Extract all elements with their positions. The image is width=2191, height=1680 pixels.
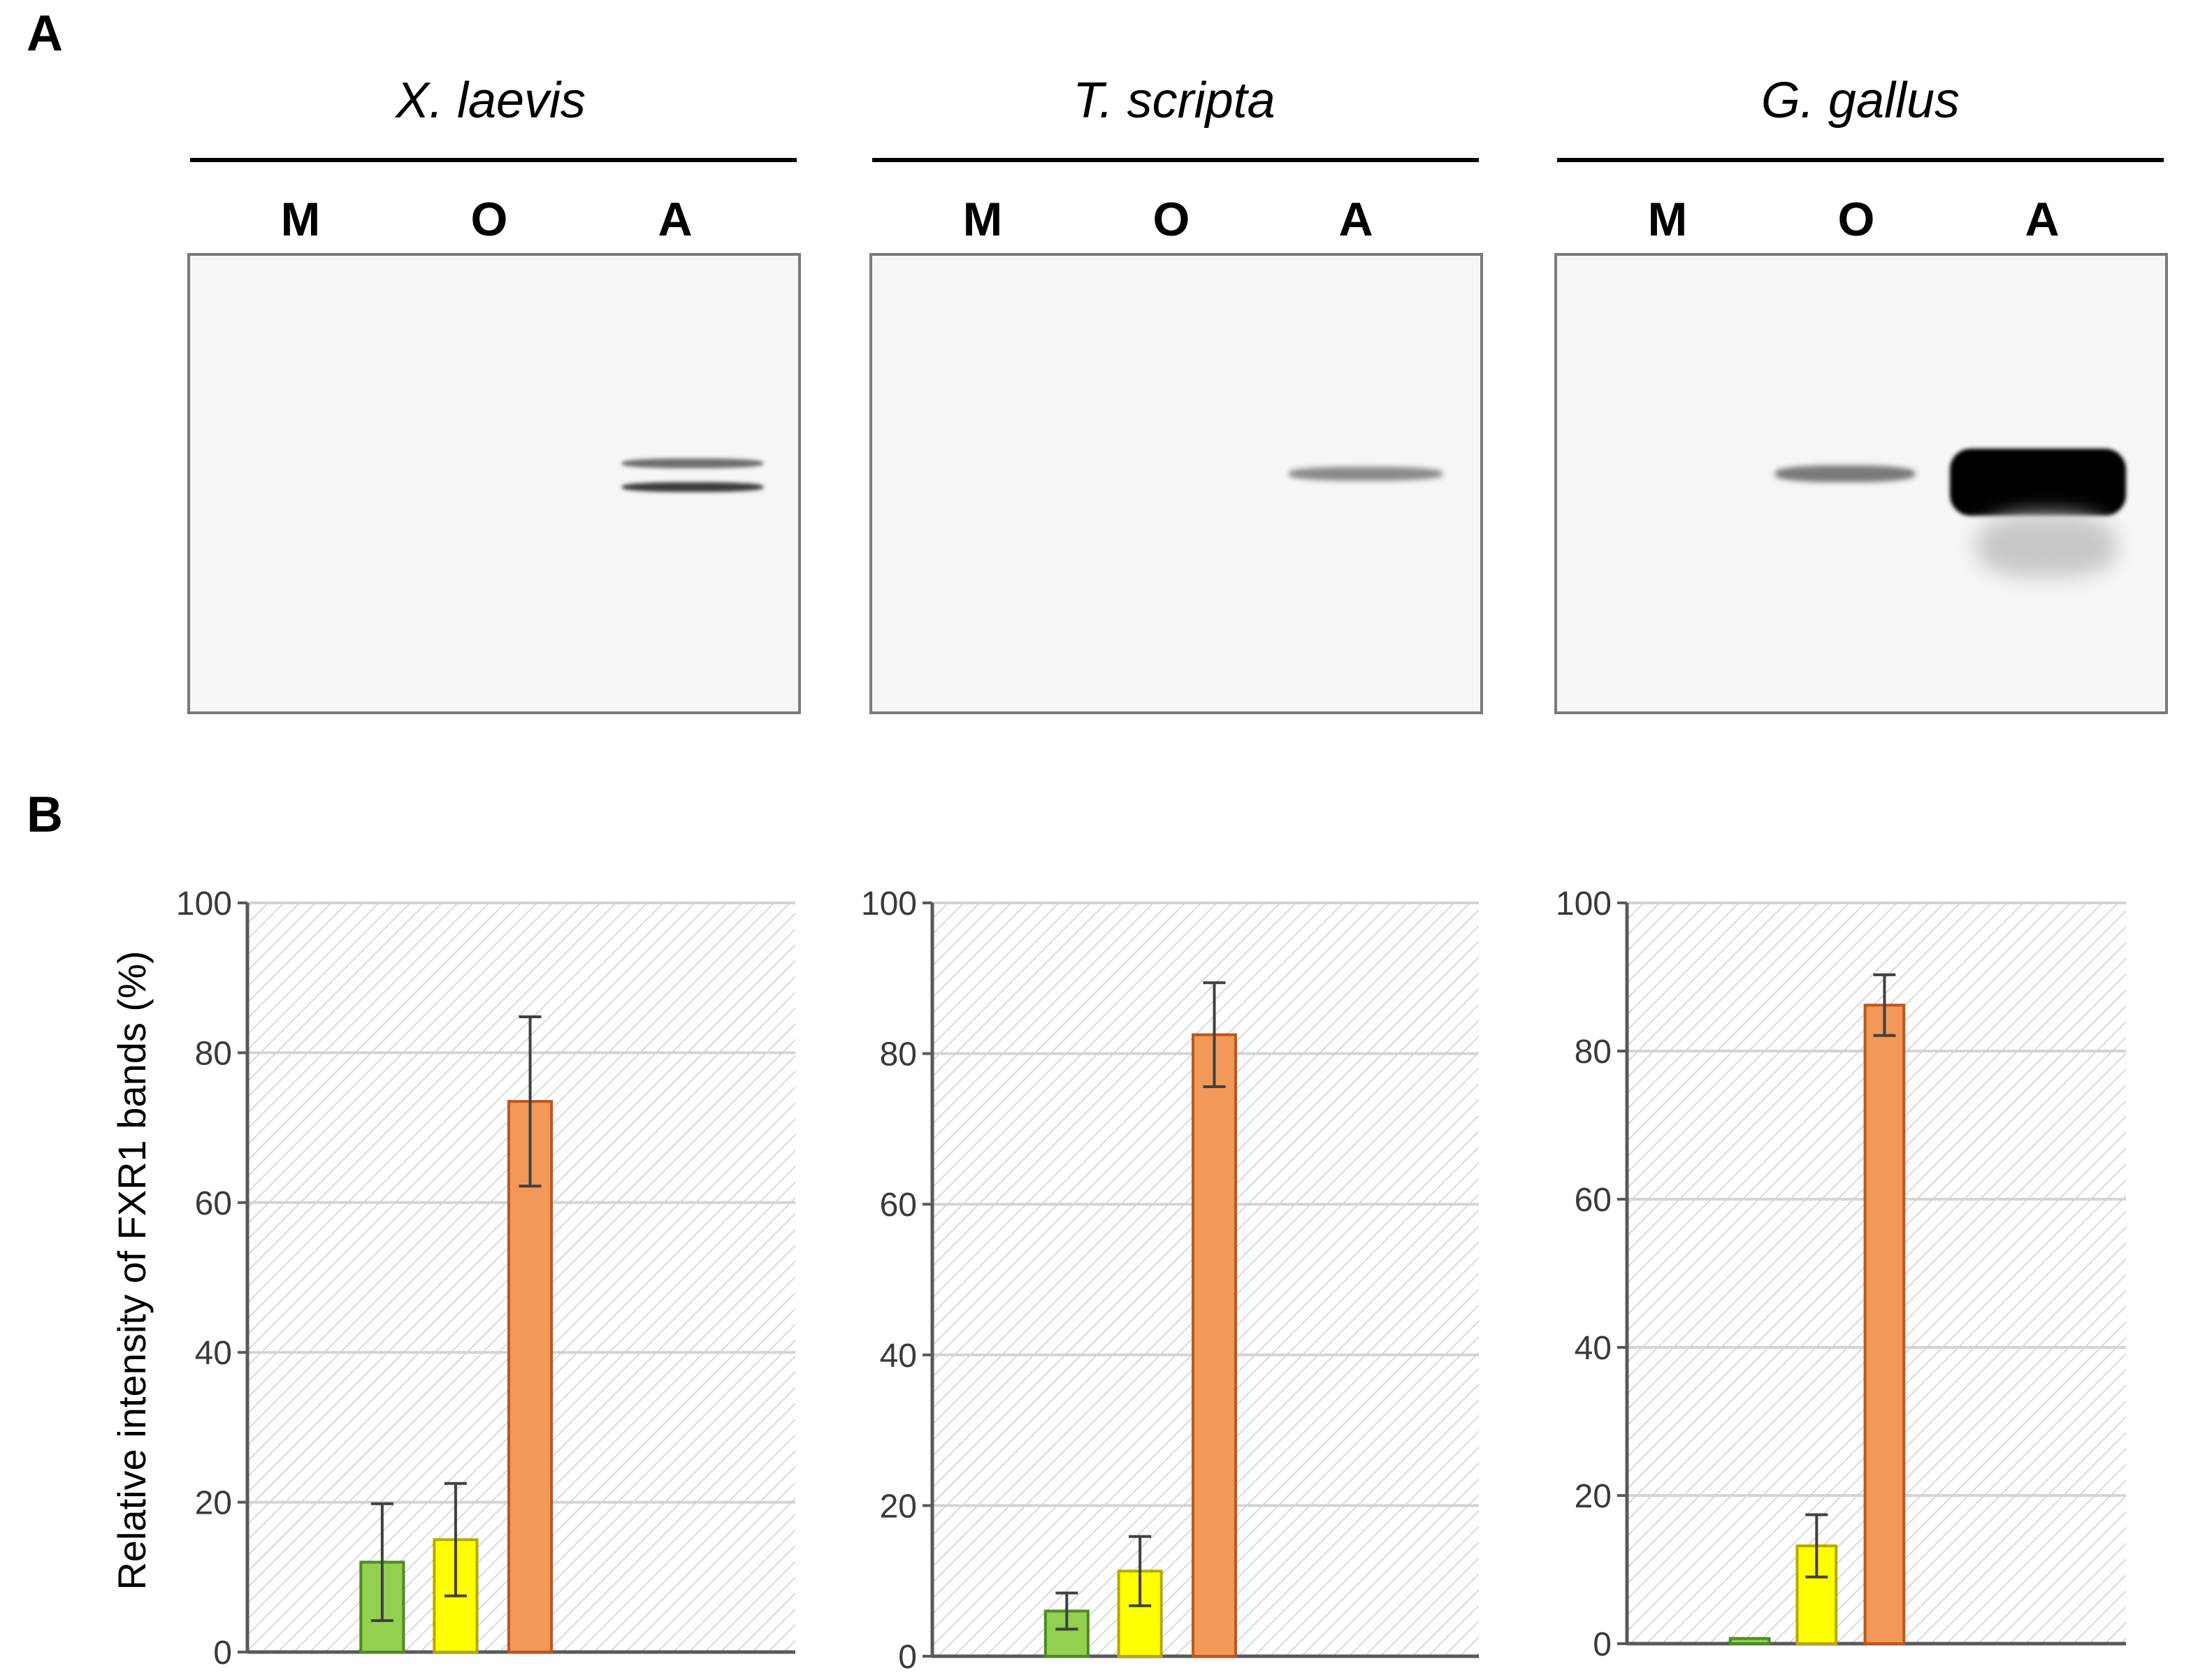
y-tick-label: 20	[880, 1488, 917, 1525]
chart-g-gallus: 0 20 40 60 80 100	[1556, 885, 2126, 1663]
lane-label-o: O	[470, 193, 508, 246]
blot-band-upper	[622, 458, 763, 468]
bar-a	[1192, 1033, 1238, 1658]
species-title-t-scripta: T. scripta	[1073, 73, 1275, 129]
blot-band-a-saturated	[1950, 449, 2126, 516]
panel-a-label: A	[27, 6, 63, 61]
y-tick-label: 40	[880, 1338, 917, 1375]
species-rule-x-laevis	[190, 158, 797, 162]
bar-m	[1728, 1637, 1771, 1646]
blot-band-lower	[622, 482, 763, 492]
species-rule-t-scripta	[872, 158, 1479, 162]
y-tick-label: 60	[1575, 1182, 1612, 1219]
lane-label-o: O	[1152, 193, 1190, 246]
chart-x-laevis: 0 20 40 60 80 100	[176, 885, 795, 1672]
y-tick-label: 20	[1575, 1478, 1612, 1515]
chart-t-scripta: 0 20 40 60 80 100	[861, 885, 1479, 1676]
y-tick-label: 40	[195, 1335, 232, 1372]
lane-label-a: A	[2025, 193, 2060, 246]
y-tick-label: 60	[195, 1185, 232, 1222]
bar-a	[1863, 1004, 1906, 1645]
y-tick-label: 60	[880, 1187, 917, 1224]
blot-band-a-smear	[1976, 514, 2116, 577]
y-axis-label: Relative intensity of FXR1 bands (%)	[110, 950, 154, 1590]
blot-g-gallus	[1554, 253, 2168, 714]
y-tick-label: 100	[861, 885, 917, 922]
species-rule-g-gallus	[1557, 158, 2164, 162]
species-title-g-gallus: G. gallus	[1760, 73, 1960, 129]
panel-b-label: B	[27, 787, 63, 843]
y-tick-label: 100	[1556, 885, 1612, 922]
lane-label-m: M	[962, 193, 1003, 246]
y-tick-label: 0	[213, 1635, 232, 1672]
y-tick-label: 80	[880, 1036, 917, 1073]
blot-band-o	[1775, 465, 1915, 482]
blot-band-a	[1289, 467, 1442, 481]
y-tick-label: 80	[195, 1035, 232, 1072]
y-tick-label: 0	[1593, 1626, 1612, 1663]
blot-x-laevis	[187, 253, 801, 714]
lane-label-a: A	[1338, 193, 1373, 246]
y-tick-label: 40	[1575, 1330, 1612, 1367]
y-tick-label: 0	[898, 1639, 917, 1676]
lane-label-o: O	[1837, 193, 1875, 246]
species-title-x-laevis: X. laevis	[395, 73, 586, 129]
y-tick-label: 20	[195, 1485, 232, 1522]
lane-label-m: M	[280, 193, 321, 246]
y-tick-label: 80	[1575, 1034, 1612, 1071]
y-tick-label: 100	[176, 885, 232, 922]
lane-label-a: A	[658, 193, 693, 246]
blot-t-scripta	[869, 253, 1483, 714]
lane-label-m: M	[1647, 193, 1688, 246]
